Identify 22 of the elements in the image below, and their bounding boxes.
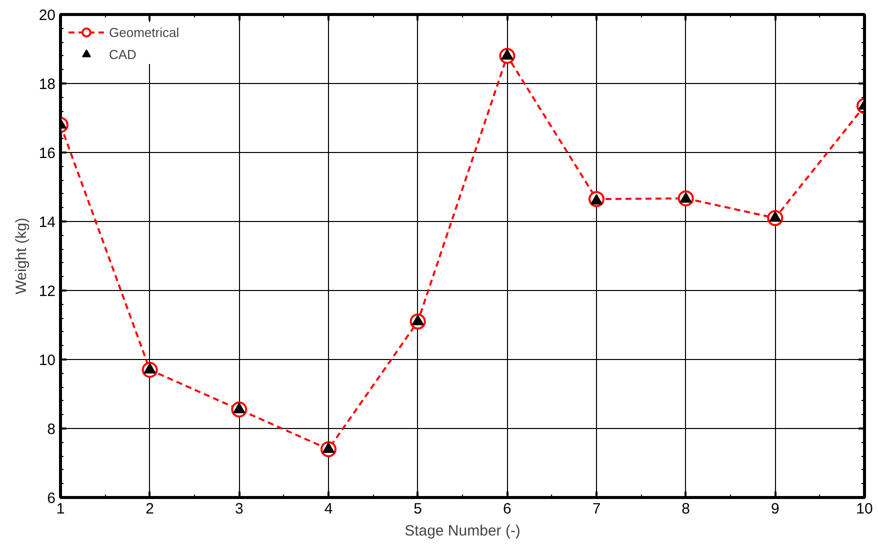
y-tick-label: 8 — [47, 421, 56, 438]
x-tick-label: 10 — [856, 500, 873, 518]
x-tick-label: 7 — [592, 500, 601, 518]
y-tick-label: 18 — [38, 76, 56, 93]
y-tick-label: 16 — [38, 145, 56, 162]
x-axis-title: Stage Number (-) — [404, 522, 520, 540]
y-tick-label: 10 — [38, 352, 56, 369]
y-tick-label: 12 — [38, 283, 56, 300]
y-tick-label: 20 — [38, 7, 56, 24]
x-tick-label: 3 — [234, 500, 244, 518]
x-tick-label: 6 — [502, 500, 512, 518]
y-tick-label: 6 — [47, 490, 56, 507]
legend-label: Geometrical — [109, 24, 180, 40]
x-tick-label: 4 — [324, 500, 333, 518]
y-axis-title: Weight (kg) — [12, 218, 30, 294]
y-tick-label: 14 — [38, 214, 56, 231]
x-tick-label: 9 — [770, 500, 780, 518]
x-tick-label: 2 — [146, 500, 154, 518]
x-tick-label: 8 — [682, 500, 690, 518]
x-tick-label: 1 — [56, 500, 65, 518]
x-tick-label: 5 — [414, 500, 422, 518]
legend-label: CAD — [109, 46, 136, 62]
